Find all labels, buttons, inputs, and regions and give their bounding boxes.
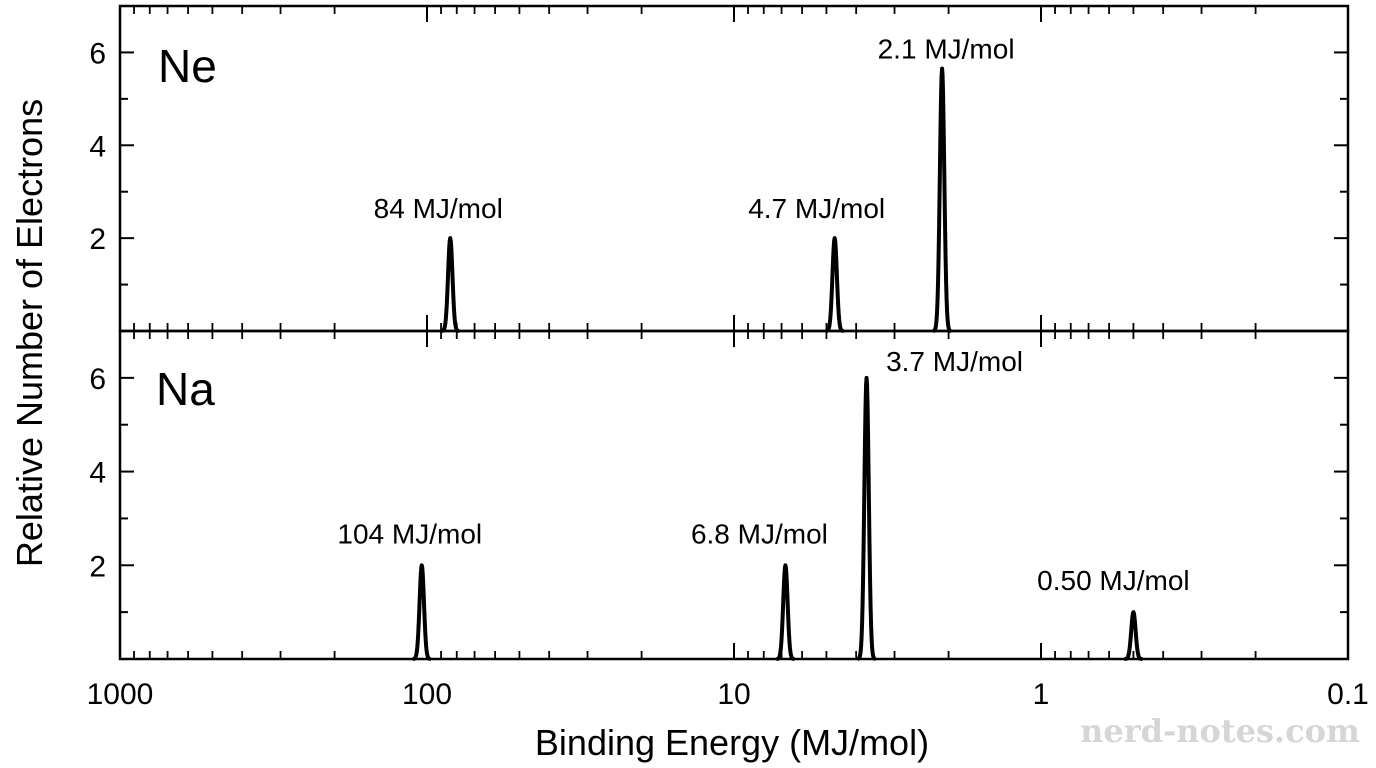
y-tick-label: 6	[89, 363, 106, 396]
x-axis-title: Binding Energy (MJ/mol)	[535, 722, 929, 763]
panel-label: Na	[156, 363, 215, 415]
x-tick-label: 1000	[87, 678, 154, 711]
x-axis: 1000 100 10 1 0.1	[87, 678, 1369, 711]
x-tick-label: 1	[1033, 678, 1050, 711]
peak-label: 104 MJ/mol	[337, 518, 482, 549]
y-tick-label: 6	[89, 37, 106, 70]
x-tick-label: 10	[717, 678, 750, 711]
x-tick-label: 0.1	[1327, 678, 1369, 711]
pes-peak	[931, 66, 953, 333]
panel-frame	[118, 4, 1350, 333]
x-tick-label: 100	[402, 678, 452, 711]
peak-label: 6.8 MJ/mol	[691, 518, 828, 549]
panel-na: 2 4 6 Na 104 MJ/mol 6.8 MJ/mol 3.7 MJ/mol 0.50 …	[89, 329, 1350, 661]
y-tick-label: 4	[89, 457, 106, 490]
peak-label: 4.7 MJ/mol	[748, 193, 885, 224]
pes-peak	[411, 563, 433, 661]
y-tick-label: 2	[89, 550, 106, 583]
watermark: nerd-notes.com	[1080, 712, 1360, 750]
peak-label: 84 MJ/mol	[374, 193, 503, 224]
panel-frame	[118, 329, 1350, 661]
pes-peak	[856, 375, 878, 661]
peak-label: 2.1 MJ/mol	[878, 34, 1015, 65]
pes-peak	[824, 236, 846, 333]
y-tick-label: 4	[89, 130, 106, 163]
pes-peak	[439, 236, 461, 333]
peak-label: 3.7 MJ/mol	[886, 346, 1023, 377]
panel-label: Ne	[158, 40, 217, 92]
peak-label: 0.50 MJ/mol	[1037, 565, 1190, 596]
pes-peak	[1122, 610, 1144, 661]
y-tick-label: 2	[89, 223, 106, 256]
pes-peak	[774, 563, 796, 661]
y-axis-title: Relative Number of Electrons	[9, 99, 50, 567]
panel-ne: 2 4 6 Ne 84 MJ/mol 4.7 MJ/mol 2.1 MJ/mol	[89, 4, 1350, 333]
